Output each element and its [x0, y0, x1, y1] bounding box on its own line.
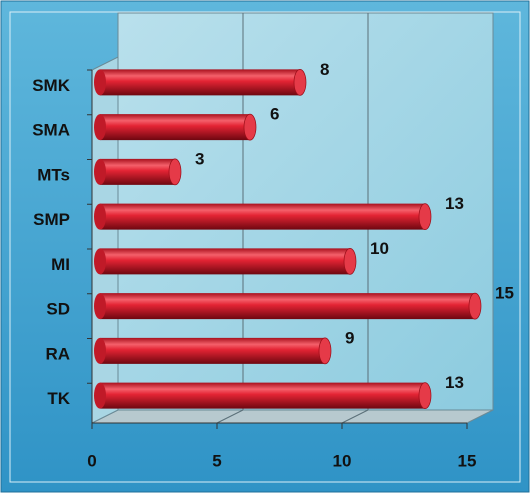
data-label: 10 [370, 239, 389, 258]
bar-end [468, 292, 482, 320]
bar-start [94, 293, 106, 320]
y-tick-label: RA [45, 344, 70, 363]
data-label: 6 [270, 105, 279, 124]
grid-line [341, 409, 369, 424]
grid-line [216, 409, 244, 424]
bar [100, 114, 250, 141]
data-label: 8 [320, 60, 329, 79]
bar [100, 203, 425, 230]
bar [100, 382, 425, 409]
bar-start [94, 114, 106, 141]
data-label: 13 [445, 373, 464, 392]
bar [100, 158, 175, 185]
side-wall [91, 56, 119, 424]
data-label: 9 [345, 328, 354, 347]
bar [100, 248, 350, 275]
y-tick-label: SMA [32, 121, 70, 140]
bar-end [343, 248, 357, 275]
bar-start [94, 337, 106, 364]
bar-start [94, 248, 106, 275]
bar-start [94, 158, 106, 185]
y-tick-label: SMP [33, 210, 70, 229]
bar-start [94, 69, 106, 96]
bar-end [318, 337, 332, 365]
bar [100, 69, 300, 96]
x-tick-label: 5 [212, 451, 221, 470]
bar [100, 337, 325, 364]
bar-end [418, 203, 432, 230]
data-label: 3 [195, 149, 204, 168]
x-tick-label: 15 [458, 451, 477, 470]
data-label: 15 [495, 284, 514, 303]
y-tick-label: SD [46, 300, 70, 319]
x-tick-label: 10 [333, 451, 352, 470]
x-tick-label: 0 [87, 451, 96, 470]
chart-border [9, 11, 521, 483]
y-tick-label: TK [47, 389, 70, 408]
bar-start [94, 203, 106, 230]
bar-end [293, 69, 307, 96]
bar-start [94, 382, 106, 409]
bar-end [243, 113, 257, 141]
bar [100, 293, 475, 320]
bar-end [418, 382, 432, 409]
y-tick-label: MTs [37, 165, 70, 184]
data-label: 13 [445, 194, 464, 213]
y-tick-label: SMK [32, 76, 71, 95]
bar-end [168, 158, 182, 186]
floor [91, 409, 494, 424]
y-tick-label: MI [51, 255, 70, 274]
